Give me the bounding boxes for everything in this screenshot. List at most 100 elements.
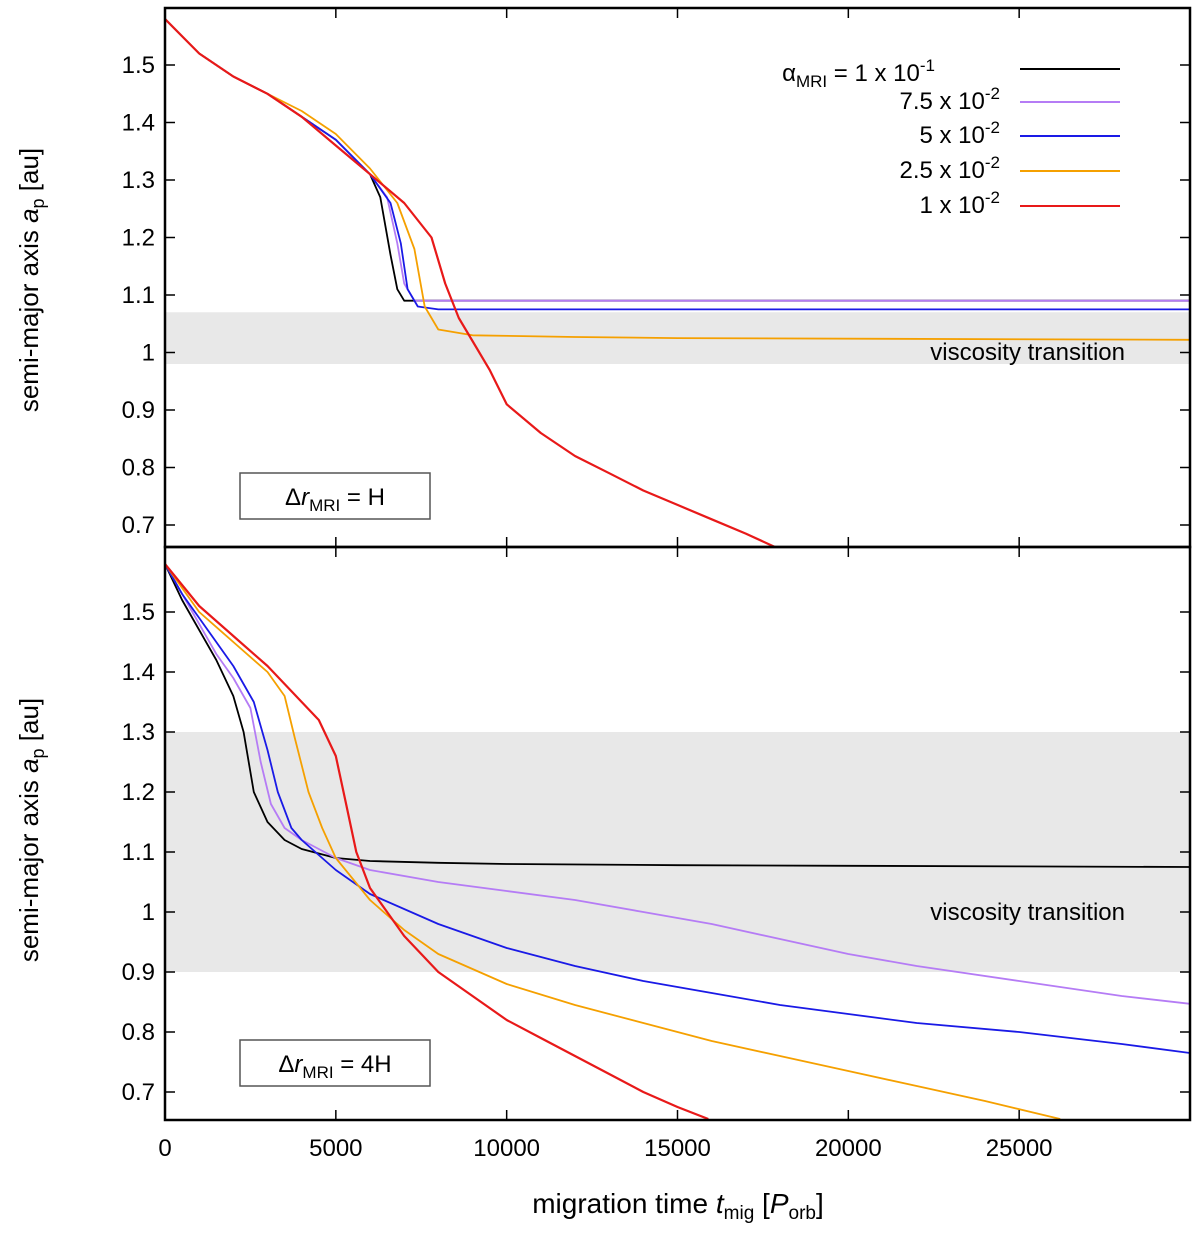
y-tick-label: 1.2 xyxy=(122,779,155,806)
y-tick-label: 0.9 xyxy=(122,397,155,424)
series-line xyxy=(165,563,709,1120)
x-tick-label: 0 xyxy=(158,1135,171,1162)
bottom-box-prefix: Δ xyxy=(278,1051,294,1078)
ylabel-var: a xyxy=(14,758,44,772)
legend-entry: 1 x 10-2 xyxy=(919,188,1120,219)
xlabel-sub: mig xyxy=(724,1203,755,1224)
y-tick-label: 1.3 xyxy=(122,167,155,194)
bottom-x-ticks: 0 5000 10000 15000 20000 25000 xyxy=(158,547,1053,1162)
y-tick-label: 1 xyxy=(142,899,155,926)
x-tick-label: 10000 xyxy=(473,1135,540,1162)
legend-label: 1 x 10-2 xyxy=(919,188,1000,219)
legend-entry: 2.5 x 10-2 xyxy=(899,153,1120,184)
bottom-band-label: viscosity transition xyxy=(930,899,1125,926)
y-tick-label: 1.5 xyxy=(122,52,155,79)
bottom-viscosity-band xyxy=(165,732,1190,972)
x-tick-label: 20000 xyxy=(815,1135,882,1162)
xlabel-mid: [ xyxy=(754,1188,770,1219)
top-box-text: ΔrMRI = H xyxy=(285,484,385,515)
xlabel-sub2: orb xyxy=(789,1203,816,1224)
y-tick-label: 1.1 xyxy=(122,839,155,866)
y-tick-label: 0.8 xyxy=(122,1019,155,1046)
y-tick-label: 0.7 xyxy=(122,512,155,539)
top-y-axis-label: semi-major axis ap [au] xyxy=(14,148,48,412)
ylabel-prefix: semi-major axis xyxy=(14,223,44,412)
legend-entry: αMRI = 1 x 10-1 xyxy=(782,56,1120,91)
xlabel-suffix: ] xyxy=(816,1188,824,1219)
top-box-sub: MRI xyxy=(309,496,340,515)
top-series-lines xyxy=(165,18,1190,547)
top-box-label: ΔrMRI = H xyxy=(239,472,431,520)
x-tick-label: 5000 xyxy=(309,1135,362,1162)
x-tick-label: 25000 xyxy=(986,1135,1053,1162)
bottom-series-lines xyxy=(165,563,1190,1120)
top-band-label: viscosity transition xyxy=(930,339,1125,366)
y-tick-label: 1.2 xyxy=(122,225,155,252)
y-tick-label: 1.4 xyxy=(122,659,155,686)
series-line xyxy=(165,18,1190,302)
bottom-box-label: ΔrMRI = 4H xyxy=(239,1039,431,1087)
ylabel-sub: p xyxy=(28,198,48,208)
legend-exp: -2 xyxy=(985,84,1000,103)
top-box-suffix: = H xyxy=(340,484,385,511)
legend-exp: -2 xyxy=(985,118,1000,137)
legend-label: 5 x 10-2 xyxy=(919,118,1000,149)
top-y-ticks: 0.7 0.8 0.9 1 1.1 1.2 1.3 1.4 1.5 xyxy=(122,52,1190,539)
legend-entry: 5 x 10-2 xyxy=(919,118,1120,149)
y-tick-label: 0.8 xyxy=(122,455,155,482)
top-x-ticks xyxy=(164,8,1020,547)
y-tick-label: 0.7 xyxy=(122,1079,155,1106)
legend-prefix: = 1 x 10 xyxy=(827,60,920,87)
bottom-box-sub: MRI xyxy=(302,1063,333,1082)
ylabel-suffix: [au] xyxy=(14,698,44,749)
legend-alpha-sub: MRI xyxy=(796,72,827,91)
bottom-panel: viscosity transition 0.7 0.8 0.9 1 1.1 1.2 1.3… xyxy=(14,545,1192,1224)
bottom-box-suffix: = 4H xyxy=(334,1051,392,1078)
legend-label: 2.5 x 10-2 xyxy=(899,153,1000,184)
series-line xyxy=(165,18,778,547)
bottom-plot-frame xyxy=(163,545,1192,1122)
legend-alpha-symbol: α xyxy=(782,60,796,87)
y-tick-label: 1.3 xyxy=(122,719,155,746)
ylabel-sub: p xyxy=(28,748,48,758)
ylabel-prefix: semi-major axis xyxy=(14,773,44,962)
y-tick-label: 1.4 xyxy=(122,110,155,137)
bottom-y-ticks: 0.7 0.8 0.9 1 1.1 1.2 1.3 1.4 1.5 xyxy=(122,599,1190,1106)
series-line xyxy=(165,18,1190,302)
legend-entry: 7.5 x 10-2 xyxy=(899,84,1120,115)
legend-exp: -1 xyxy=(920,56,935,75)
xlabel-prefix: migration time xyxy=(532,1188,716,1219)
legend-prefix: 7.5 x 10 xyxy=(899,88,984,115)
x-axis-label: migration time tmig [Porb] xyxy=(532,1188,824,1224)
legend-label: αMRI = 1 x 10-1 xyxy=(782,56,935,91)
legend-exp: -2 xyxy=(985,188,1000,207)
top-box-prefix: Δ xyxy=(285,484,301,511)
legend-label: 7.5 x 10-2 xyxy=(899,84,1000,115)
y-tick-label: 0.9 xyxy=(122,959,155,986)
ylabel-suffix: [au] xyxy=(14,148,44,199)
legend-prefix: 5 x 10 xyxy=(919,122,984,149)
bottom-y-axis-label: semi-major axis ap [au] xyxy=(14,698,48,962)
series-line xyxy=(165,563,1190,868)
top-panel: viscosity transition 0.7 0.8 0.9 1 1.1 1.2 1.3… xyxy=(14,6,1192,549)
top-plot-frame xyxy=(163,6,1192,549)
y-tick-label: 1 xyxy=(142,340,155,367)
top-box-var: r xyxy=(301,484,310,511)
bottom-box-frame xyxy=(239,1039,431,1087)
series-line xyxy=(165,18,1190,311)
legend: αMRI = 1 x 10-1 7.5 x 10-2 5 x 10-2 2.5 … xyxy=(782,56,1120,219)
bottom-box-text: ΔrMRI = 4H xyxy=(278,1051,391,1082)
y-tick-label: 1.5 xyxy=(122,599,155,626)
bottom-box-var: r xyxy=(294,1051,303,1078)
legend-prefix: 2.5 x 10 xyxy=(899,157,984,184)
y-tick-label: 1.1 xyxy=(122,282,155,309)
top-box-frame xyxy=(239,472,431,520)
series-line xyxy=(165,563,1190,1054)
ylabel-var: a xyxy=(14,208,44,222)
legend-prefix: 1 x 10 xyxy=(919,192,984,219)
series-line xyxy=(165,563,1190,1005)
series-line xyxy=(165,18,1190,341)
xlabel-var2: P xyxy=(770,1188,789,1219)
xlabel-var: t xyxy=(716,1188,725,1219)
